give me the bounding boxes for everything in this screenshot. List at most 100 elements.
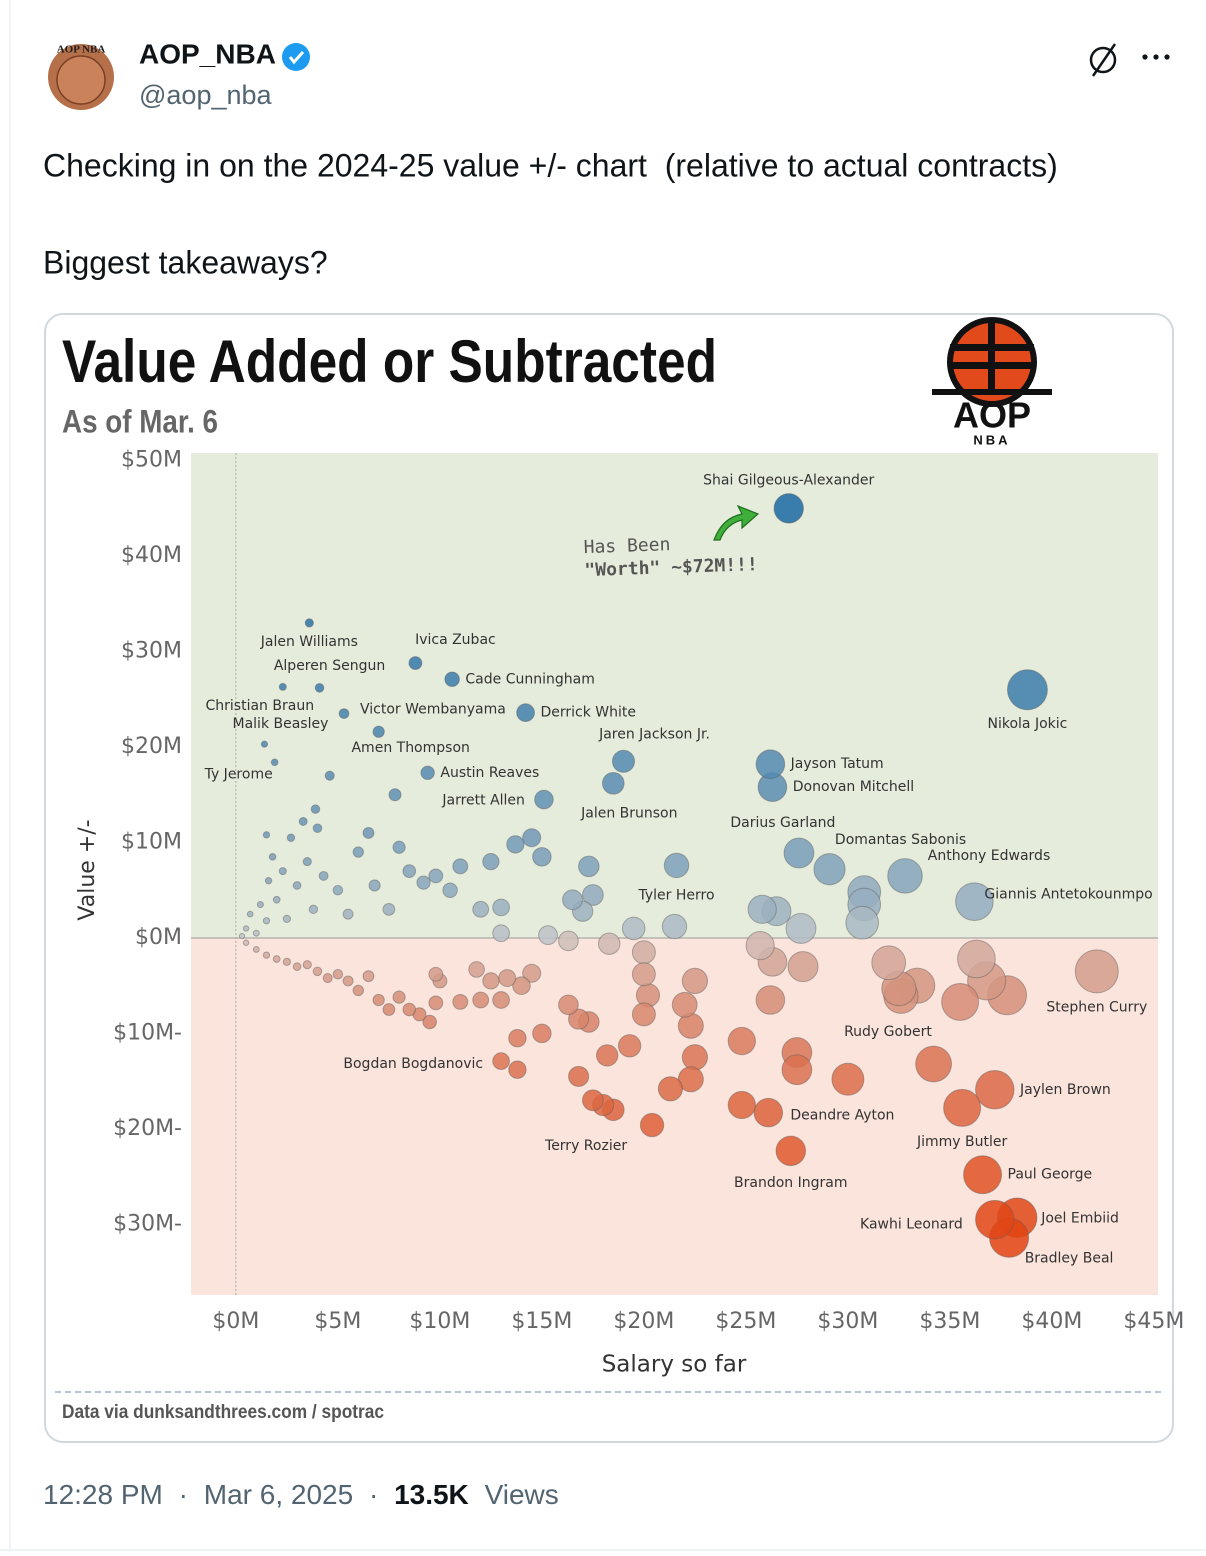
player-label: Paul George xyxy=(1008,1167,1093,1183)
player-bubble xyxy=(657,1076,684,1102)
player-label: Terry Rozier xyxy=(544,1138,627,1154)
player-bubble xyxy=(582,1089,604,1112)
player-bubble xyxy=(617,1034,642,1058)
player-bubble xyxy=(262,831,271,839)
more-icon[interactable] xyxy=(1142,54,1170,60)
player-bubble xyxy=(318,870,329,881)
player-label: Ty Jerome xyxy=(204,766,273,782)
player-bubble xyxy=(538,925,558,945)
grok-circle xyxy=(1089,46,1117,74)
player-label: Alperen Sengun xyxy=(274,658,385,674)
player-bubble xyxy=(442,882,458,898)
player-bubble xyxy=(372,725,385,738)
player-bubble xyxy=(957,939,996,979)
player-bubble xyxy=(747,894,777,924)
player-bubble xyxy=(663,852,690,879)
player-bubble xyxy=(845,905,880,940)
player-bubble xyxy=(270,758,279,767)
views-count: 13.5K xyxy=(394,1479,469,1510)
player-bubble xyxy=(278,682,287,691)
date: Mar 6, 2025 xyxy=(204,1479,353,1510)
player-bubble xyxy=(362,970,375,983)
player-label: Austin Reaves xyxy=(440,765,539,781)
player-bubble xyxy=(775,1135,807,1167)
player-bubble xyxy=(639,1112,665,1138)
player-bubble xyxy=(677,1066,704,1093)
y-axis-title: Value +/- xyxy=(75,819,100,920)
player-bubble xyxy=(492,1052,510,1070)
player-label: Bradley Beal xyxy=(1025,1251,1114,1267)
player-bubble xyxy=(975,1199,1015,1240)
player-bubble xyxy=(282,957,292,966)
player-label: Christian Braun xyxy=(206,698,315,714)
dot xyxy=(1164,54,1170,60)
player-bubble xyxy=(444,671,460,688)
player-bubble xyxy=(408,656,423,670)
y-tick-label: $30M xyxy=(121,639,182,664)
player-bubble xyxy=(368,879,381,892)
player-bubble xyxy=(631,1002,656,1027)
player-bubble xyxy=(631,962,656,987)
player-bubble xyxy=(532,847,552,867)
player-bubble xyxy=(512,976,531,995)
player-bubble xyxy=(785,912,817,944)
player-bubble xyxy=(308,904,319,915)
display-name[interactable]: AOP_NBA xyxy=(139,38,276,69)
y-tick-label: $20M xyxy=(121,734,182,759)
player-bubble xyxy=(256,901,264,909)
player-bubble xyxy=(508,1028,527,1048)
player-label: Shai Gilgeous-Alexander xyxy=(703,472,874,488)
player-bubble xyxy=(352,984,364,997)
y-tick-label: $10M xyxy=(121,829,182,854)
player-label: Cade Cunningham xyxy=(465,671,594,687)
timestamp[interactable]: 12:28 PM · Mar 6, 2025 · 13.5K Views xyxy=(43,1479,559,1510)
player-bubble xyxy=(755,749,786,780)
x-tick-label: $0M xyxy=(212,1309,259,1334)
player-bubble xyxy=(787,951,819,983)
player-bubble xyxy=(1006,669,1048,711)
handle[interactable]: @aop_nba xyxy=(139,80,273,110)
player-bubble xyxy=(402,864,417,878)
player-bubble xyxy=(338,708,350,720)
player-bubble xyxy=(268,853,277,861)
player-bubble xyxy=(352,846,364,858)
player-label: Joel Embiid xyxy=(1040,1211,1119,1227)
x-tick-label: $5M xyxy=(314,1309,361,1334)
time: 12:28 PM xyxy=(43,1479,163,1510)
player-bubble xyxy=(272,955,281,963)
verified-badge xyxy=(282,43,310,71)
player-bubble xyxy=(452,993,469,1010)
player-bubble xyxy=(558,994,579,1016)
player-bubble xyxy=(813,853,846,886)
avatar[interactable]: AOP NBA xyxy=(48,44,114,110)
player-bubble xyxy=(943,1088,982,1127)
player-bubble xyxy=(298,817,308,826)
post-text: Checking in on the 2024-25 value +/- cha… xyxy=(43,147,1058,183)
player-bubble xyxy=(508,1060,527,1079)
player-bubble xyxy=(324,770,335,781)
dot xyxy=(1153,54,1159,60)
player-bubble xyxy=(286,833,296,842)
chart-title: Value Added or Subtracted xyxy=(62,328,717,395)
player-bubble xyxy=(516,703,535,723)
player-bubble xyxy=(392,990,406,1004)
player-label: Victor Wembanyama xyxy=(360,702,506,718)
player-bubble xyxy=(661,913,688,940)
grok-icon[interactable] xyxy=(1089,43,1117,77)
player-bubble xyxy=(428,966,444,982)
player-bubble xyxy=(671,991,698,1018)
player-bubble xyxy=(831,1062,865,1096)
player-bubble xyxy=(262,951,271,959)
player-label: Jalen Brunson xyxy=(580,805,677,821)
logo-title: AOP xyxy=(953,395,1031,436)
player-bubble xyxy=(388,788,402,802)
dot xyxy=(1142,54,1148,60)
player-bubble xyxy=(532,1023,552,1044)
player-bubble xyxy=(727,1026,756,1056)
y-tick-label: $30M- xyxy=(113,1211,182,1236)
player-bubble xyxy=(246,910,254,918)
player-bubble xyxy=(304,618,314,628)
annotation-arrow xyxy=(713,504,760,541)
x-tick-label: $30M xyxy=(817,1309,878,1334)
